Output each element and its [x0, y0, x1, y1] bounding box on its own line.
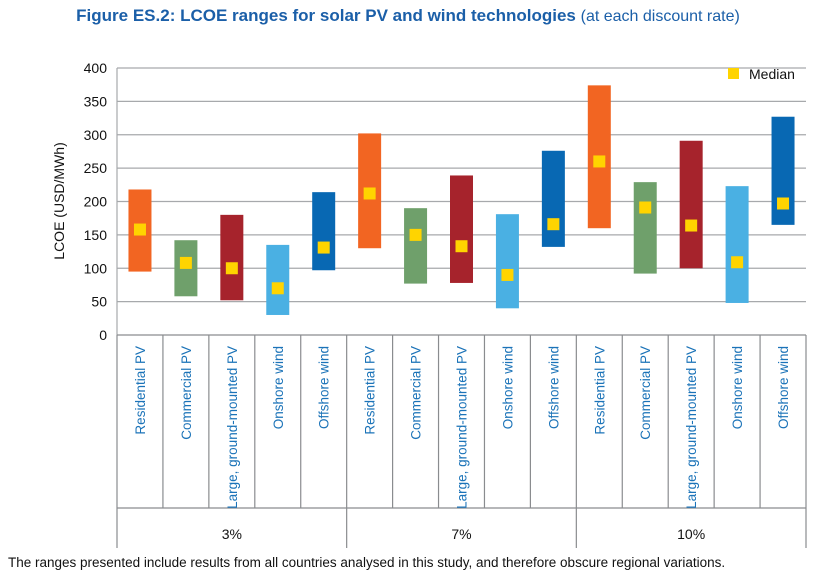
category-label-commercial-pv-7pct: Commercial PV: [409, 346, 424, 440]
legend-median-label: Median: [749, 66, 795, 82]
median-marker-large-ground-mounted-pv-10pct: [685, 219, 698, 232]
footnote: The ranges presented include results fro…: [8, 555, 726, 570]
median-marker-residential-pv-7pct: [363, 187, 376, 200]
range-bar-offshore-wind-3pct: [312, 192, 336, 271]
y-axis-ticks: 0 50 100 150 200 250 300 350 400: [84, 60, 108, 343]
legend-median-swatch: [728, 68, 739, 79]
chart-title-suffix: (at each discount rate): [580, 8, 740, 25]
range-bar-commercial-pv-10pct: [633, 182, 657, 274]
y-tick-label-400: 400: [84, 60, 108, 76]
legend: Median: [728, 66, 795, 82]
category-label-onshore-wind-10pct: Onshore wind: [730, 346, 745, 429]
category-label-onshore-wind-3pct: Onshore wind: [271, 346, 286, 429]
median-marker-offshore-wind-3pct: [317, 241, 330, 254]
y-tick-label-100: 100: [84, 260, 108, 276]
y-tick-label-0: 0: [99, 327, 107, 343]
range-bar-onshore-wind-3pct: [266, 244, 290, 315]
range-bar-large-ground-mounted-pv-7pct: [450, 175, 473, 283]
median-marker-offshore-wind-10pct: [777, 197, 790, 210]
y-tick-label-300: 300: [84, 127, 108, 143]
median-marker-large-ground-mounted-pv-3pct: [225, 262, 238, 275]
y-tick-label-50: 50: [91, 294, 107, 310]
category-label-large-ground-mounted-pv-7pct: Large, ground-mounted PV: [455, 346, 470, 509]
median-marker-residential-pv-3pct: [133, 223, 146, 236]
range-bar-large-ground-mounted-pv-3pct: [220, 214, 244, 301]
median-marker-large-ground-mounted-pv-7pct: [455, 240, 468, 253]
median-marker-residential-pv-10pct: [593, 155, 606, 168]
median-marker-offshore-wind-7pct: [547, 218, 560, 231]
category-label-large-ground-mounted-pv-3pct: Large, ground-mounted PV: [225, 346, 240, 509]
category-label-residential-pv-7pct: Residential PV: [363, 346, 378, 435]
range-bar-onshore-wind-10pct: [725, 186, 749, 303]
category-label-commercial-pv-3pct: Commercial PV: [179, 346, 194, 440]
median-marker-commercial-pv-7pct: [409, 228, 422, 241]
range-bar-offshore-wind-7pct: [541, 150, 565, 247]
category-label-residential-pv-10pct: Residential PV: [592, 346, 607, 435]
category-label-large-ground-mounted-pv-10pct: Large, ground-mounted PV: [684, 346, 699, 509]
group-label-7pct: 7%: [451, 526, 471, 542]
y-tick-label-250: 250: [84, 160, 108, 176]
range-bar-large-ground-mounted-pv-10pct: [679, 140, 703, 269]
y-tick-label-350: 350: [84, 93, 108, 109]
group-label-3pct: 3%: [222, 526, 242, 542]
range-bar-commercial-pv-7pct: [404, 208, 428, 284]
y-tick-label-150: 150: [84, 227, 108, 243]
category-label-offshore-wind-3pct: Offshore wind: [317, 346, 332, 429]
median-marker-onshore-wind-3pct: [271, 282, 284, 295]
chart-title-bold: Figure ES.2: LCOE ranges for solar PV an…: [76, 6, 576, 25]
chart-title: Figure ES.2: LCOE ranges for solar PV an…: [0, 6, 816, 26]
median-marker-commercial-pv-3pct: [179, 256, 192, 269]
category-label-commercial-pv-10pct: Commercial PV: [638, 346, 653, 440]
category-label-residential-pv-3pct: Residential PV: [133, 346, 148, 435]
category-label-offshore-wind-7pct: Offshore wind: [546, 346, 561, 429]
category-label-offshore-wind-10pct: Offshore wind: [776, 346, 791, 429]
y-axis-label: LCOE (USD/MWh): [51, 142, 67, 259]
range-bar-onshore-wind-7pct: [495, 214, 519, 309]
median-marker-onshore-wind-7pct: [501, 268, 514, 281]
median-marker-onshore-wind-10pct: [731, 256, 744, 269]
y-tick-label-200: 200: [84, 194, 108, 210]
range-bars: [128, 85, 795, 315]
group-label-10pct: 10%: [677, 526, 705, 542]
category-axis: Residential PV Commercial PV Large, ground…: [116, 68, 807, 548]
median-marker-commercial-pv-10pct: [639, 201, 652, 214]
category-label-onshore-wind-7pct: Onshore wind: [500, 346, 515, 429]
